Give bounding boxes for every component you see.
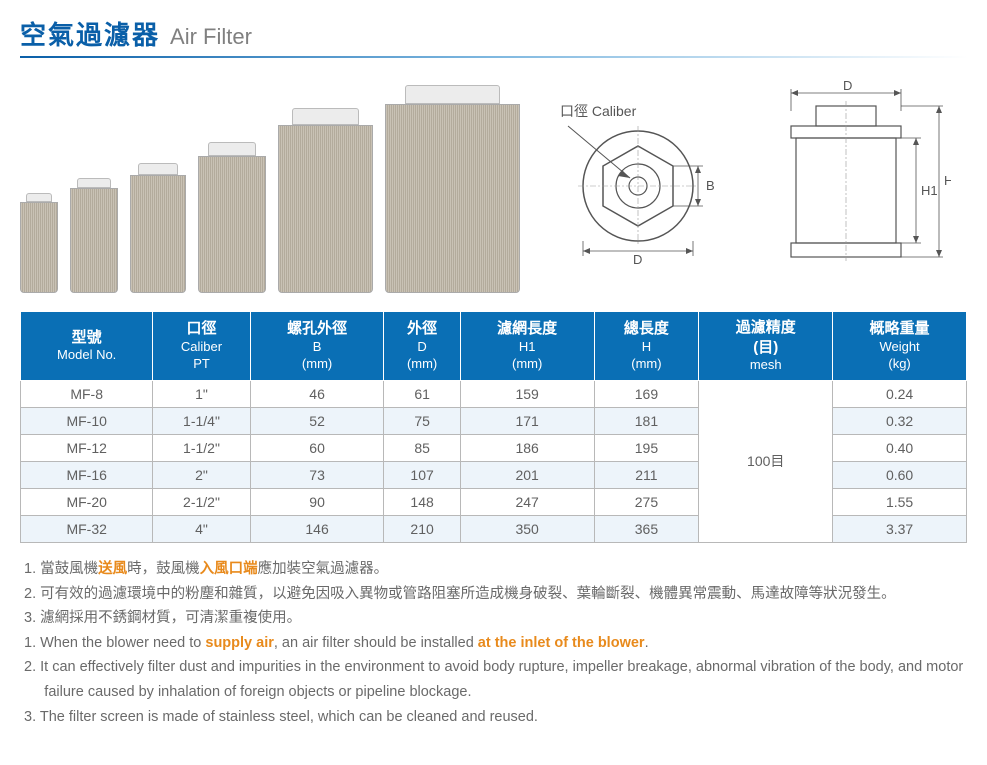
svg-text:H: H bbox=[944, 173, 951, 188]
table-cell: 0.24 bbox=[833, 380, 967, 407]
table-cell: 85 bbox=[384, 434, 460, 461]
table-header-cell: 過濾精度(目)mesh bbox=[699, 312, 833, 381]
table-cell: 61 bbox=[384, 380, 460, 407]
diagram-side-view: D H1 H bbox=[761, 81, 951, 286]
table-header-cell: 外徑D(mm) bbox=[384, 312, 460, 381]
table-header-cell: 型號Model No. bbox=[21, 312, 153, 381]
table-cell: MF-32 bbox=[21, 515, 153, 542]
table-cell: MF-8 bbox=[21, 380, 153, 407]
table-cell: 195 bbox=[594, 434, 699, 461]
table-cell: 2-1/2" bbox=[153, 488, 250, 515]
filter-image bbox=[278, 108, 373, 293]
table-cell: MF-10 bbox=[21, 407, 153, 434]
table-cell: 159 bbox=[460, 380, 594, 407]
table-cell: 1" bbox=[153, 380, 250, 407]
table-row: MF-81"4661159169100目0.24 bbox=[21, 380, 967, 407]
diagram-top-view: 口徑 Caliber B bbox=[548, 96, 728, 271]
notes-section: 1. 當鼓風機送風時，鼓風機入風口端應加裝空氣過濾器。2. 可有效的過濾環境中的… bbox=[20, 557, 967, 729]
note-item: 2. 可有效的過濾環境中的粉塵和雜質，以避免因吸入異物或管路阻塞所造成機身破裂、… bbox=[24, 582, 967, 607]
table-cell: 275 bbox=[594, 488, 699, 515]
table-cell: 169 bbox=[594, 380, 699, 407]
table-cell: 0.60 bbox=[833, 461, 967, 488]
filter-photos bbox=[20, 85, 520, 293]
table-cell: 46 bbox=[250, 380, 384, 407]
technical-diagrams: 口徑 Caliber B bbox=[532, 73, 967, 293]
table-cell: 0.32 bbox=[833, 407, 967, 434]
caliber-label: 口徑 Caliber bbox=[560, 103, 637, 119]
table-cell: 1-1/2" bbox=[153, 434, 250, 461]
table-cell: 186 bbox=[460, 434, 594, 461]
table-cell: 211 bbox=[594, 461, 699, 488]
svg-text:D: D bbox=[843, 81, 852, 93]
table-cell: 146 bbox=[250, 515, 384, 542]
table-cell: 4" bbox=[153, 515, 250, 542]
table-cell: 52 bbox=[250, 407, 384, 434]
table-header-cell: 濾網長度H1(mm) bbox=[460, 312, 594, 381]
table-cell: 247 bbox=[460, 488, 594, 515]
filter-image bbox=[385, 85, 520, 293]
note-item: 1. 當鼓風機送風時，鼓風機入風口端應加裝空氣過濾器。 bbox=[24, 557, 967, 582]
table-cell: 365 bbox=[594, 515, 699, 542]
filter-image bbox=[70, 178, 118, 293]
title-chinese: 空氣過濾器 bbox=[20, 15, 160, 52]
table-header-cell: 總長度H(mm) bbox=[594, 312, 699, 381]
svg-text:B: B bbox=[706, 178, 715, 193]
table-cell: 1-1/4" bbox=[153, 407, 250, 434]
note-item: 3. 濾網採用不銹鋼材質，可清潔重複使用。 bbox=[24, 606, 967, 631]
table-cell: 171 bbox=[460, 407, 594, 434]
table-cell: 75 bbox=[384, 407, 460, 434]
mesh-merged-cell: 100目 bbox=[699, 380, 833, 542]
table-cell: 201 bbox=[460, 461, 594, 488]
page-title-row: 空氣過濾器 Air Filter bbox=[20, 15, 967, 58]
table-cell: MF-16 bbox=[21, 461, 153, 488]
table-cell: 148 bbox=[384, 488, 460, 515]
table-cell: 181 bbox=[594, 407, 699, 434]
table-cell: 90 bbox=[250, 488, 384, 515]
note-item: 2. It can effectively filter dust and im… bbox=[24, 655, 967, 704]
spec-table: 型號Model No.口徑CaliberPT螺孔外徑B(mm)外徑D(mm)濾網… bbox=[20, 311, 967, 543]
table-cell: 60 bbox=[250, 434, 384, 461]
notes-chinese: 1. 當鼓風機送風時，鼓風機入風口端應加裝空氣過濾器。2. 可有效的過濾環境中的… bbox=[24, 557, 967, 631]
table-cell: 1.55 bbox=[833, 488, 967, 515]
table-cell: 107 bbox=[384, 461, 460, 488]
note-item: 1. When the blower need to supply air, a… bbox=[24, 631, 967, 656]
filter-image bbox=[198, 142, 266, 293]
table-cell: 73 bbox=[250, 461, 384, 488]
table-cell: 350 bbox=[460, 515, 594, 542]
table-cell: 3.37 bbox=[833, 515, 967, 542]
note-item: 3. The filter screen is made of stainles… bbox=[24, 705, 967, 730]
filter-image bbox=[20, 193, 58, 293]
table-header-cell: 口徑CaliberPT bbox=[153, 312, 250, 381]
table-header-cell: 概略重量Weight(kg) bbox=[833, 312, 967, 381]
table-cell: MF-20 bbox=[21, 488, 153, 515]
table-header-cell: 螺孔外徑B(mm) bbox=[250, 312, 384, 381]
table-cell: 0.40 bbox=[833, 434, 967, 461]
figure-row: 口徑 Caliber B bbox=[20, 73, 967, 293]
table-cell: MF-12 bbox=[21, 434, 153, 461]
table-cell: 2" bbox=[153, 461, 250, 488]
table-header-row: 型號Model No.口徑CaliberPT螺孔外徑B(mm)外徑D(mm)濾網… bbox=[21, 312, 967, 381]
table-cell: 210 bbox=[384, 515, 460, 542]
svg-text:D: D bbox=[633, 252, 642, 266]
filter-image bbox=[130, 163, 186, 293]
svg-text:H1: H1 bbox=[921, 183, 938, 198]
notes-english: 1. When the blower need to supply air, a… bbox=[24, 631, 967, 730]
title-english: Air Filter bbox=[170, 24, 252, 50]
table-body: MF-81"4661159169100目0.24MF-101-1/4"52751… bbox=[21, 380, 967, 542]
